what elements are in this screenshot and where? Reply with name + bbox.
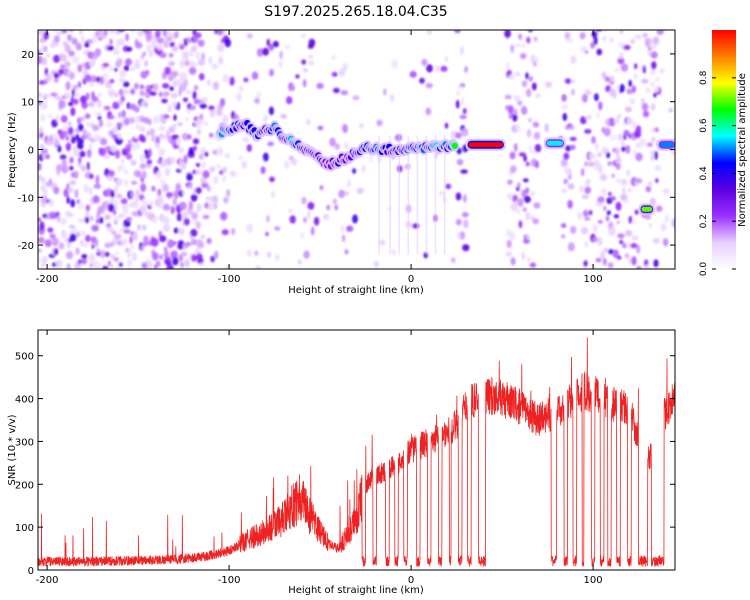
- snr-ytick-label: 0: [28, 566, 34, 577]
- spectrogram-noise: [38, 30, 675, 269]
- spectrogram-streak: [398, 135, 400, 255]
- spectrogram-streak: [434, 135, 437, 255]
- spectrogram-xtick-label: 100: [584, 274, 603, 285]
- spectrogram-streak: [425, 135, 428, 255]
- spectrogram-ytick-label: -10: [18, 193, 34, 204]
- colorbar-tick-label: 0.2: [699, 214, 709, 228]
- snr-xtick-label: 0: [408, 575, 414, 586]
- colorbar-ticks: 0.0 0.2 0.4 0.6 0.8: [699, 70, 736, 276]
- snr-frame: [37, 329, 676, 571]
- snr-x-label: Height of straight line (km): [288, 585, 424, 596]
- snr-ytick-label: 400: [15, 395, 34, 406]
- snr-ticks: -200 -100 0 100 0 100 200 300 400 500: [15, 330, 675, 586]
- snr-panel: -200 -100 0 100 0 100 200 300 400 500 Height of s…: [7, 329, 676, 596]
- snr-xtick-label: 100: [584, 575, 603, 586]
- spectrogram-y-label: Frequency (Hz): [7, 112, 18, 188]
- spectrogram-bright-bar: [656, 138, 675, 151]
- spectrogram-xtick-label: 0: [408, 274, 414, 285]
- colorbar-tick-label: 0.8: [699, 70, 709, 85]
- spectrogram-ytick-label: 20: [21, 50, 34, 61]
- snr-ytick-label: 500: [15, 352, 34, 363]
- spectrogram-ytick-label: 0: [28, 146, 34, 157]
- snr-ytick-label: 200: [15, 480, 34, 491]
- spectrogram-streak: [407, 135, 409, 255]
- spectrogram-xtick-label: -200: [36, 274, 59, 285]
- colorbar-label: Normalized spectral amplitude: [737, 73, 748, 227]
- spectrogram-bright-bar: [465, 138, 506, 151]
- snr-series-line: [38, 337, 675, 567]
- snr-plot-area: [38, 330, 675, 570]
- colorbar-tick-label: 0.4: [699, 166, 709, 181]
- colorbar-tick-label: 0.0: [699, 262, 709, 277]
- spectrogram-heatmap: [38, 30, 675, 269]
- spectrogram-bright-bar: [638, 203, 656, 216]
- spectrogram-streak: [443, 135, 446, 255]
- spectrogram-ytick-label: 10: [21, 98, 34, 109]
- colorbar: 0.0 0.2 0.4 0.6 0.8 Normalized spectral ampl…: [699, 30, 748, 276]
- spectrogram-xtick-label: -100: [218, 274, 241, 285]
- snr-ytick-label: 100: [15, 523, 34, 534]
- colorbar-gradient: [712, 30, 736, 269]
- spectrogram-bright-bar: [543, 137, 566, 150]
- spectrogram-x-label: Height of straight line (km): [288, 285, 424, 296]
- figure-title: S197.2025.265.18.04.C35: [264, 4, 447, 20]
- spectrogram-streak: [416, 135, 419, 255]
- snr-y-label: SNR (10 * v/v): [7, 414, 18, 485]
- snr-xtick-label: -100: [218, 575, 241, 586]
- snr-ytick-label: 300: [15, 437, 34, 448]
- spectrogram-ytick-label: -20: [18, 241, 34, 252]
- snr-xtick-label: -200: [36, 575, 59, 586]
- spectrogram-streak: [378, 135, 380, 255]
- spectrogram-streak: [389, 135, 391, 255]
- colorbar-tick-label: 0.6: [699, 118, 709, 133]
- spectrogram-tone-track: [215, 117, 460, 172]
